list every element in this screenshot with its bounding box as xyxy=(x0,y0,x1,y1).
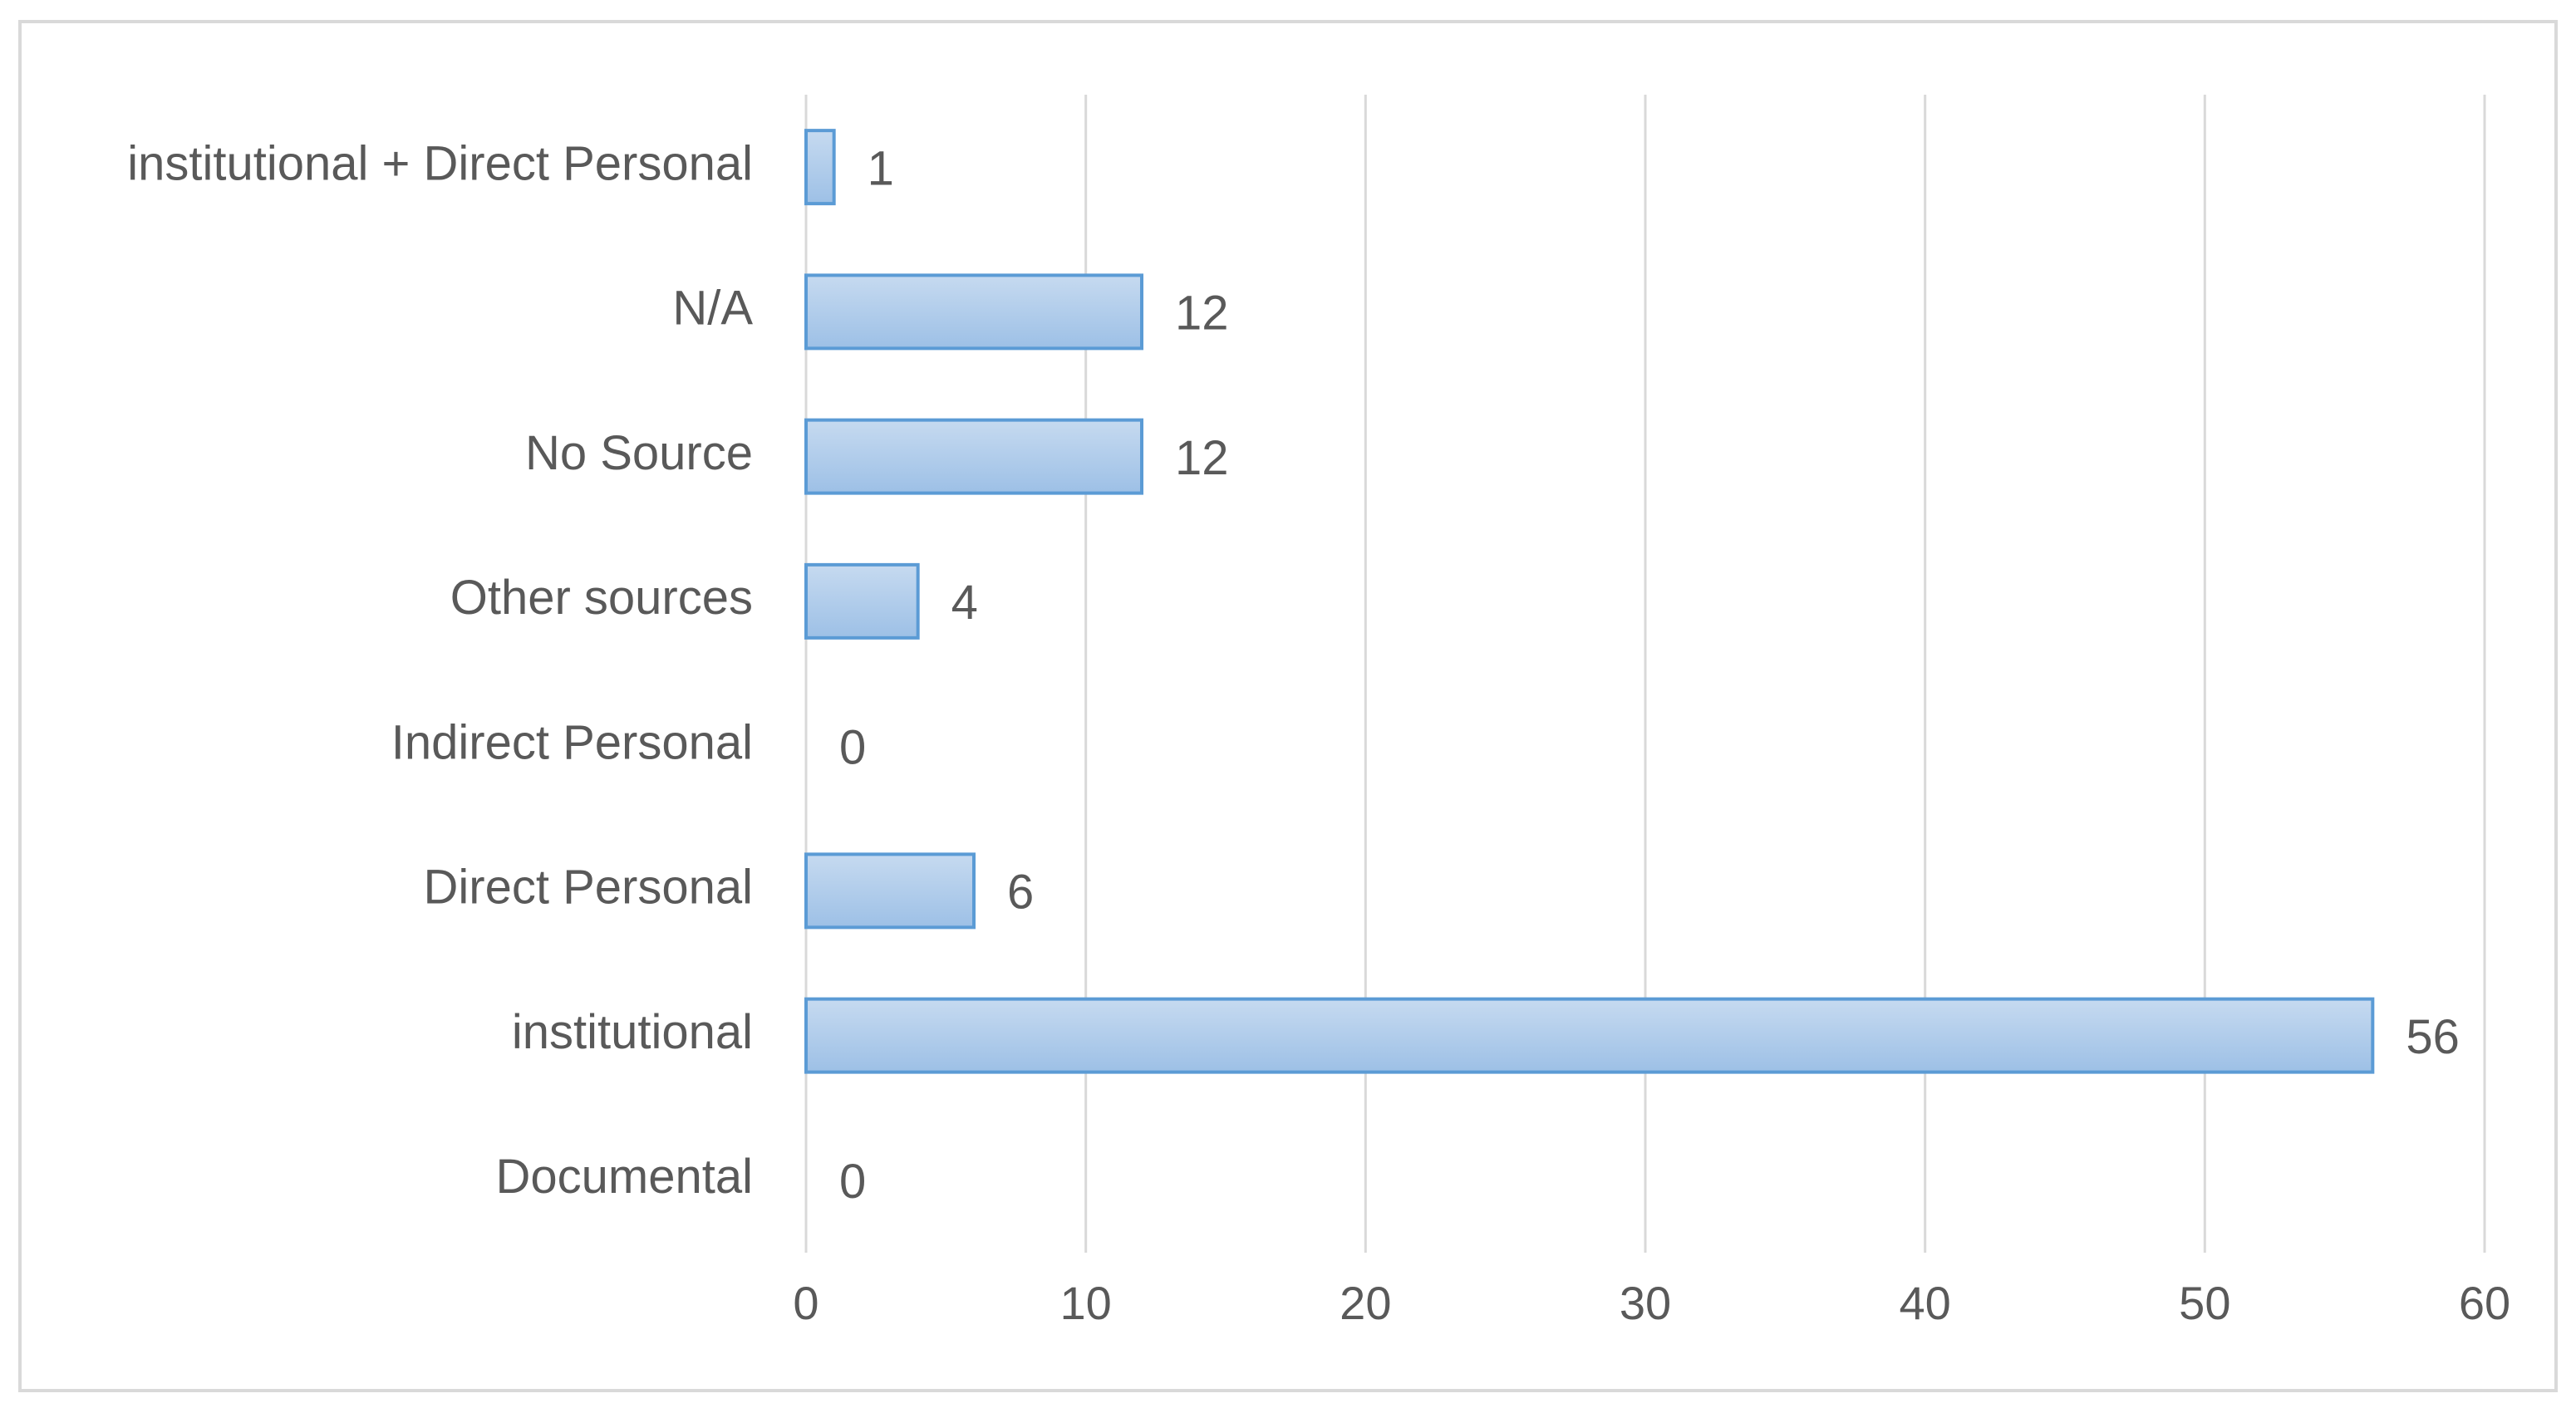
data-label: 12 xyxy=(1175,431,1229,485)
bar xyxy=(804,997,2375,1074)
x-tick-label: 0 xyxy=(793,1277,819,1329)
data-label: 56 xyxy=(2406,1010,2460,1064)
x-tick-label: 40 xyxy=(1900,1277,1951,1329)
category-labels: institutional + Direct Personal N/A No Sou… xyxy=(127,136,753,1204)
gridlines xyxy=(804,95,2486,1253)
x-axis-tick-labels: 0 10 20 30 40 50 60 xyxy=(793,1277,2510,1329)
category-label: institutional xyxy=(512,1005,753,1059)
category-label: No Source xyxy=(525,426,753,480)
bar xyxy=(804,129,836,206)
chart-frame: institutional + Direct Personal N/A No Sou… xyxy=(18,20,2558,1392)
data-label: 6 xyxy=(1007,866,1034,920)
data-label: 12 xyxy=(1175,287,1229,341)
data-labels: 1 12 12 4 0 6 56 0 xyxy=(839,141,2460,1209)
data-label: 0 xyxy=(839,1155,866,1209)
bar xyxy=(804,418,1143,495)
x-tick-label: 50 xyxy=(2179,1277,2230,1329)
bars xyxy=(804,129,2375,1074)
data-label: 4 xyxy=(951,576,978,630)
x-tick-label: 30 xyxy=(1620,1277,1671,1329)
bar xyxy=(804,562,920,640)
category-label: Other sources xyxy=(450,571,753,625)
bar xyxy=(804,273,1143,351)
x-tick-label: 20 xyxy=(1340,1277,1391,1329)
category-label: N/A xyxy=(672,282,753,336)
x-tick-label: 60 xyxy=(2459,1277,2510,1329)
data-label: 1 xyxy=(868,141,894,195)
data-label: 0 xyxy=(839,720,866,774)
category-label: Indirect Personal xyxy=(391,715,753,769)
category-label: institutional + Direct Personal xyxy=(127,136,753,190)
x-tick-label: 10 xyxy=(1060,1277,1112,1329)
category-label: Documental xyxy=(496,1150,753,1204)
category-label: Direct Personal xyxy=(424,861,753,915)
bar xyxy=(804,852,976,930)
bar-chart: institutional + Direct Personal N/A No Sou… xyxy=(127,95,2510,1329)
